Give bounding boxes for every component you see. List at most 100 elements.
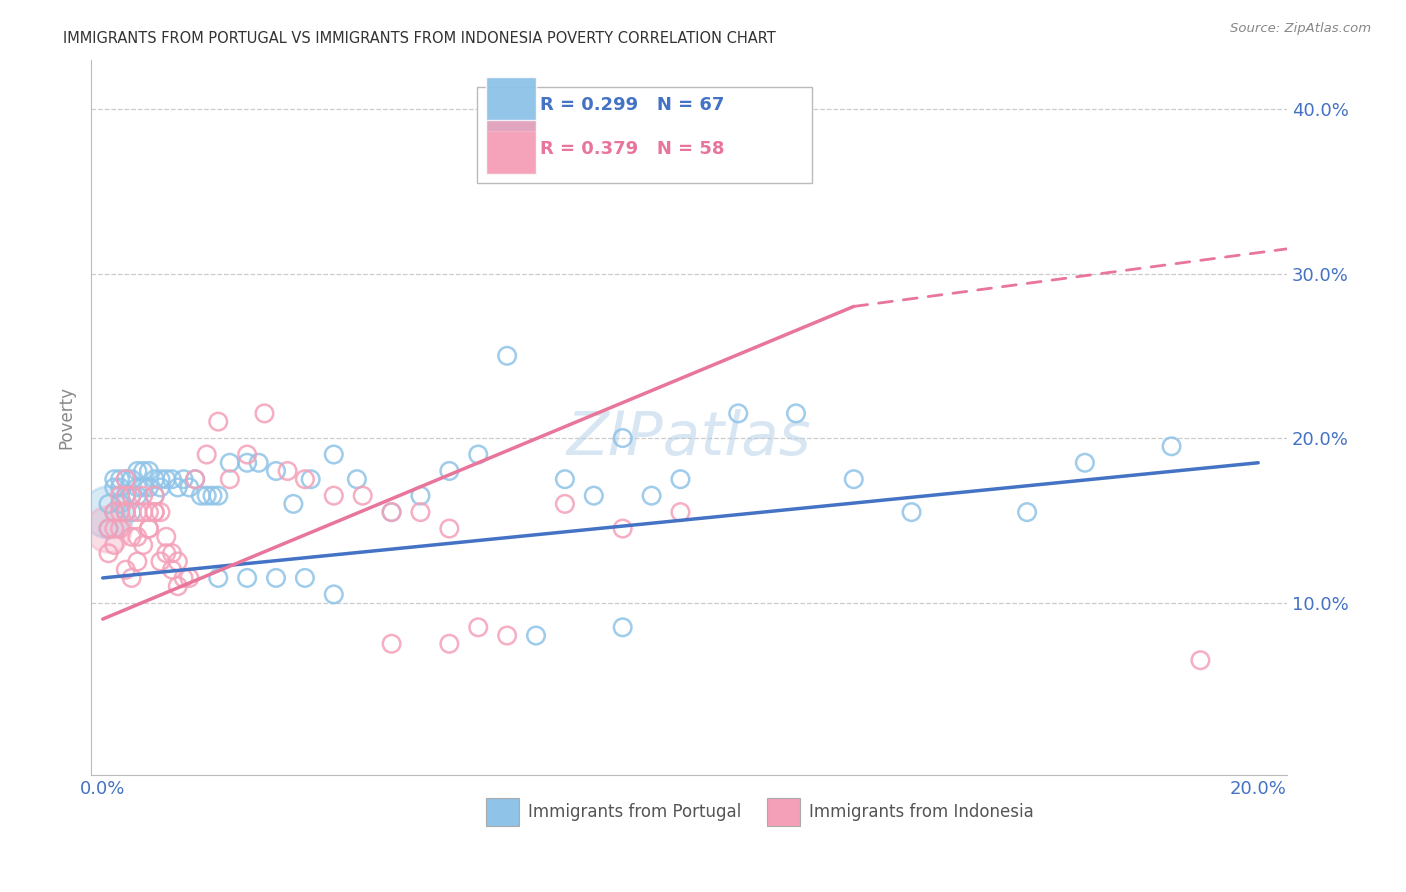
Point <box>121 472 143 486</box>
Point <box>114 489 136 503</box>
Point <box>582 489 605 503</box>
Text: ZIPatlas: ZIPatlas <box>567 409 811 468</box>
Point <box>190 489 212 503</box>
Point <box>207 415 229 429</box>
Point <box>236 456 259 470</box>
Point <box>179 480 201 494</box>
Point <box>97 522 120 536</box>
Point <box>669 505 692 519</box>
Point <box>322 448 344 462</box>
Point <box>108 522 131 536</box>
Point <box>173 472 195 486</box>
Point <box>201 489 224 503</box>
Point <box>524 628 547 642</box>
Text: Immigrants from Portugal: Immigrants from Portugal <box>527 803 741 821</box>
Point <box>1017 505 1039 519</box>
Point <box>127 505 149 519</box>
Point <box>264 464 287 478</box>
Point <box>669 472 692 486</box>
Point <box>160 546 183 560</box>
Point <box>612 620 634 634</box>
Point <box>496 628 519 642</box>
Point <box>173 571 195 585</box>
FancyBboxPatch shape <box>486 798 519 825</box>
Point <box>114 472 136 486</box>
Point <box>127 489 149 503</box>
FancyBboxPatch shape <box>766 798 800 825</box>
Point <box>166 480 188 494</box>
Point <box>160 563 183 577</box>
Point <box>143 472 166 486</box>
Point <box>184 472 207 486</box>
Point <box>322 587 344 601</box>
Point <box>496 349 519 363</box>
FancyBboxPatch shape <box>478 87 813 184</box>
Point <box>103 480 125 494</box>
Point <box>218 456 240 470</box>
Point <box>97 546 120 560</box>
Point <box>554 472 576 486</box>
Point <box>439 637 461 651</box>
Point <box>247 456 270 470</box>
Point <box>467 620 489 634</box>
Point <box>322 489 344 503</box>
Point <box>97 505 120 519</box>
Point <box>108 497 131 511</box>
Point <box>138 464 160 478</box>
Point <box>103 505 125 519</box>
Point <box>381 505 404 519</box>
Point <box>253 406 276 420</box>
Point <box>179 571 201 585</box>
Point <box>166 554 188 568</box>
Point <box>114 489 136 503</box>
Point <box>1189 653 1212 667</box>
Point <box>439 522 461 536</box>
Point <box>143 489 166 503</box>
Point <box>640 489 662 503</box>
Point <box>97 522 120 536</box>
Point <box>108 489 131 503</box>
Point <box>155 472 177 486</box>
Point <box>409 505 432 519</box>
Point <box>409 489 432 503</box>
Point <box>264 571 287 585</box>
Point <box>554 497 576 511</box>
Point <box>121 505 143 519</box>
Point <box>149 554 172 568</box>
Point <box>108 480 131 494</box>
Point <box>143 489 166 503</box>
Point <box>138 522 160 536</box>
Point <box>103 522 125 536</box>
Point <box>132 489 155 503</box>
Point <box>218 472 240 486</box>
Point <box>207 571 229 585</box>
Point <box>352 489 374 503</box>
Point <box>114 505 136 519</box>
Point <box>900 505 922 519</box>
Point <box>160 472 183 486</box>
Point <box>1074 456 1097 470</box>
Point <box>138 505 160 519</box>
Point <box>155 546 177 560</box>
Point <box>132 464 155 478</box>
Point <box>121 489 143 503</box>
Point <box>127 464 149 478</box>
Point <box>381 637 404 651</box>
Point <box>121 571 143 585</box>
Point <box>467 448 489 462</box>
Point <box>195 489 218 503</box>
Point <box>103 538 125 552</box>
Point <box>381 505 404 519</box>
Point <box>97 497 120 511</box>
Point <box>207 489 229 503</box>
Point <box>785 406 807 420</box>
Point <box>132 538 155 552</box>
Text: IMMIGRANTS FROM PORTUGAL VS IMMIGRANTS FROM INDONESIA POVERTY CORRELATION CHART: IMMIGRANTS FROM PORTUGAL VS IMMIGRANTS F… <box>63 31 776 46</box>
Point <box>277 464 299 478</box>
Point <box>97 522 120 536</box>
Point <box>294 472 316 486</box>
Point <box>1160 439 1182 453</box>
Point <box>132 505 155 519</box>
Point <box>103 472 125 486</box>
Point <box>195 448 218 462</box>
